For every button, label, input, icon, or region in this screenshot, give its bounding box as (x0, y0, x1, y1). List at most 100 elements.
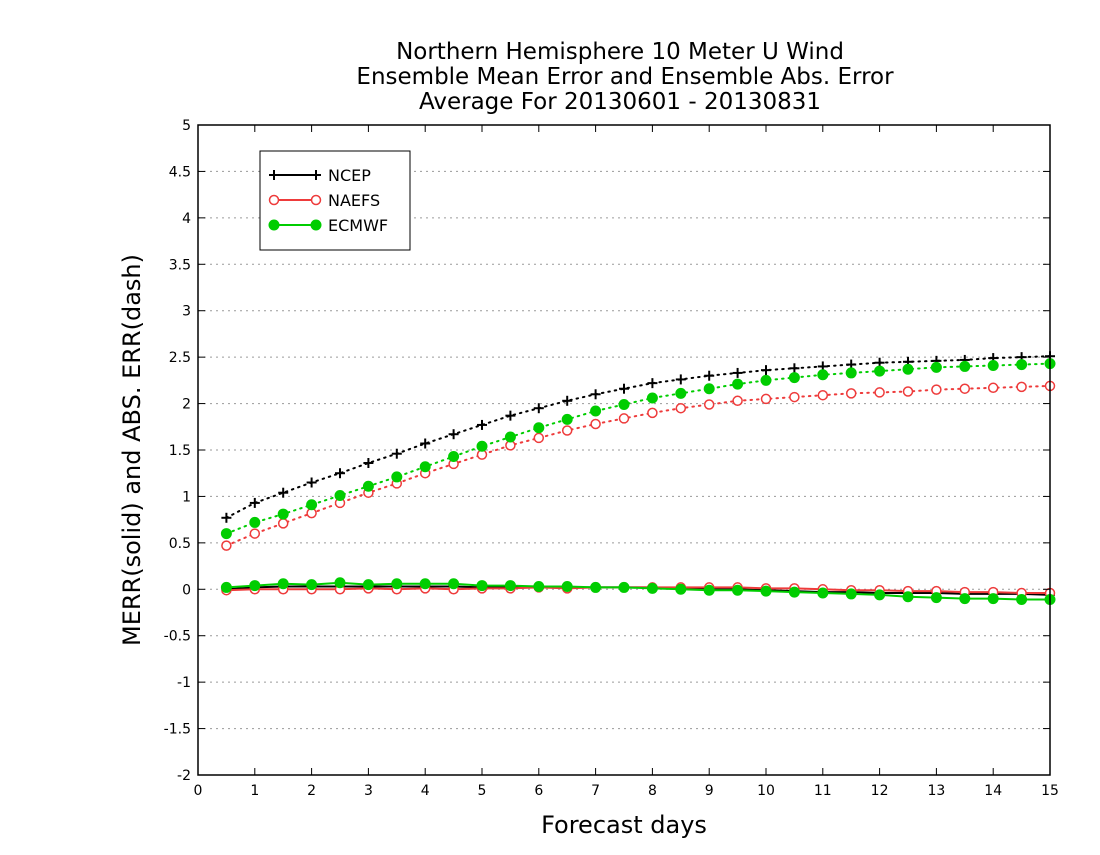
x-tick-label: 12 (871, 783, 889, 799)
ncep-abs-err-point (533, 403, 544, 414)
ncep-abs-err-point (363, 458, 374, 468)
naefs-abs-err-point (1016, 381, 1027, 393)
ncep-abs-err-point (391, 448, 402, 459)
ncep-abs-err-point (448, 429, 459, 440)
y-tick-label: 4.5 (169, 164, 191, 180)
ecmwf-abs-err-point (902, 363, 914, 375)
ecmwf-mean-err-point (788, 586, 800, 598)
y-tick-label: 1.5 (169, 443, 191, 459)
ecmwf-mean-err-point (987, 593, 999, 605)
naefs-abs-err-point (249, 528, 261, 539)
ecmwf-mean-err-point (561, 581, 573, 592)
chart-title-line-3: Average For 20130601 - 20130831 (419, 89, 821, 115)
ecmwf-mean-err-point (590, 581, 602, 593)
y-tick-label: 5 (182, 118, 191, 134)
ecmwf-mean-err-point (448, 578, 460, 590)
ecmwf-abs-err-point (391, 471, 403, 483)
x-tick-label: 7 (591, 783, 600, 799)
ncep-abs-err-point (562, 395, 573, 406)
x-tick-label: 3 (364, 783, 373, 799)
ecmwf-abs-err-point (703, 383, 715, 395)
legend-marker (310, 194, 322, 206)
ecmwf-abs-err-point (561, 413, 573, 425)
ncep-abs-err-point (590, 389, 601, 400)
ecmwf-abs-err-point (334, 490, 346, 501)
ncep-abs-err-point (619, 383, 629, 394)
ncep-abs-err-point (704, 370, 715, 381)
naefs-abs-err-point (647, 407, 658, 419)
ecmwf-mean-err-point (675, 583, 687, 595)
ecmwf-abs-err-point (419, 461, 431, 473)
x-axis-label: Forecast days (541, 811, 707, 839)
ecmwf-mean-err-point (504, 580, 516, 592)
legend-marker (268, 194, 280, 206)
ecmwf-abs-err-point (533, 422, 545, 434)
x-tick-label: 11 (814, 783, 832, 799)
gridlines (198, 170, 1050, 730)
plot-series (220, 351, 1056, 605)
ecmwf-mean-err-point (732, 584, 744, 596)
chart-title-line-2: Ensemble Mean Error and Ensemble Abs. Er… (356, 64, 894, 90)
ecmwf-abs-err-point (306, 499, 318, 511)
legend-marker (269, 170, 279, 180)
ncep-abs-err-point (249, 497, 260, 508)
y-axis-ticks: -2 -1.5 -1 -0.5 0 0.5 1 1.5 2 2.5 3 3.5 4 4.5 5 (164, 118, 1050, 784)
y-tick-label: 2 (182, 397, 191, 413)
y-tick-label: 0.5 (169, 536, 191, 552)
y-tick-label: -1 (177, 675, 191, 691)
y-tick-label: -1.5 (164, 722, 191, 738)
naefs-abs-err-point (732, 395, 743, 407)
ecmwf-mean-err-point (476, 580, 488, 592)
chart-title: Northern Hemisphere 10 Meter U Wind Ense… (356, 39, 894, 115)
naefs-abs-err-point (987, 382, 999, 394)
naefs-abs-err-point (561, 425, 573, 436)
ecmwf-abs-err-point (618, 399, 630, 410)
ncep-abs-err-point (335, 468, 345, 479)
y-tick-label: 1 (182, 489, 191, 505)
ecmwf-mean-err-point (419, 578, 431, 590)
ecmwf-abs-err-point (277, 508, 289, 520)
ecmwf-abs-err-point (760, 374, 772, 386)
ecmwf-abs-err-point (788, 372, 800, 384)
ecmwf-abs-err-point (249, 516, 261, 528)
legend-item-naefs: NAEFS (268, 191, 380, 210)
x-tick-label: 5 (478, 783, 487, 799)
y-tick-label: 3.5 (169, 257, 191, 273)
ecmwf-abs-err-point (1016, 359, 1028, 371)
naefs-abs-err-point (845, 388, 857, 399)
ecmwf-mean-err-point (618, 581, 630, 593)
ecmwf-mean-err-point (1016, 594, 1028, 605)
naefs-abs-err-line (225, 384, 1051, 547)
y-tick-label: 3 (182, 304, 191, 320)
x-tick-label: 6 (534, 783, 543, 799)
legend-marker (268, 219, 280, 231)
ecmwf-mean-err-point (220, 581, 232, 593)
y-tick-label: -0.5 (164, 629, 191, 645)
ecmwf-mean-err-point (533, 581, 545, 592)
ecmwf-abs-err-point (675, 387, 687, 399)
ncep-abs-err-point (477, 419, 487, 430)
ecmwf-mean-err-point (703, 584, 715, 596)
ecmwf-abs-err-point (930, 361, 942, 373)
x-tick-label: 10 (757, 783, 775, 799)
legend-label-ecmwf: ECMWF (328, 216, 388, 235)
ecmwf-abs-err-point (448, 451, 460, 462)
ecmwf-abs-err-point (504, 431, 516, 443)
ecmwf-abs-err-point (590, 405, 602, 417)
ecmwf-mean-err-point (646, 582, 658, 594)
x-tick-label: 0 (194, 783, 203, 799)
legend-marker (311, 170, 321, 180)
ncep-abs-err-point (278, 487, 289, 498)
naefs-abs-err-point (533, 432, 545, 444)
ecmwf-abs-err-point (220, 528, 232, 540)
naefs-abs-err-point (902, 386, 914, 397)
ecmwf-mean-err-point (874, 589, 886, 601)
naefs-abs-err-point (760, 393, 772, 405)
ecmwf-mean-err-point (277, 578, 289, 590)
legend-item-ncep: NCEP (269, 166, 371, 185)
legend-marker (310, 219, 322, 231)
legend-label-naefs: NAEFS (328, 191, 380, 210)
naefs-abs-err-point (703, 399, 715, 410)
y-axis-label: MERR(solid) and ABS. ERR(dash) (118, 254, 146, 646)
